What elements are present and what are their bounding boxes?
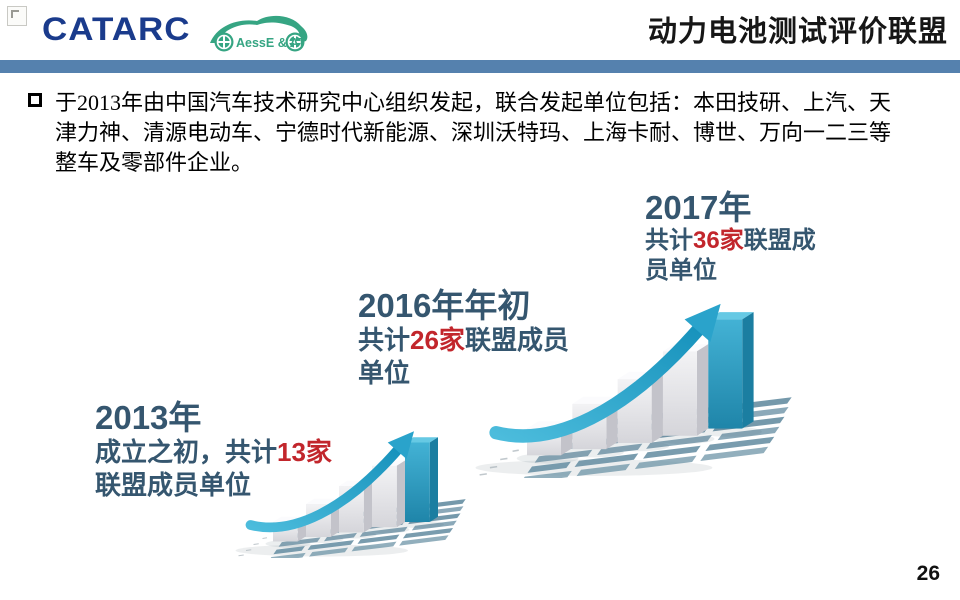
intro-block: 于2013年由中国汽车技术研究中心组织发起，联合发起单位包括：本田技研、上汽、天… [28, 88, 944, 178]
member-count: 13家 [277, 437, 332, 467]
milestone-year: 2013年 [95, 399, 202, 436]
intro-line: 整车及零部件企业。 [55, 150, 254, 175]
aesse-car-logo: AessE & AT [210, 15, 308, 52]
desc-text-line2: 联盟成员单位 [95, 470, 252, 500]
catarc-logo: CATARC [42, 11, 191, 48]
bullet-square-icon [28, 93, 42, 107]
desc-text-line2: 员单位 [645, 257, 717, 284]
desc-text-line2: 单位 [358, 358, 411, 388]
milestone-desc: 共计26家联盟成员 单位 [358, 324, 576, 390]
placeholder-corner-glyph [11, 10, 19, 18]
intro-line: 于2013年由中国汽车技术研究中心组织发起，联合发起单位包括：本田技研、上汽、天 [55, 90, 892, 115]
milestone-desc: 成立之初，共计13家 联盟成员单位 [95, 436, 345, 502]
member-count: 36家 [693, 227, 744, 254]
milestone-2013: 2013年 成立之初，共计13家 联盟成员单位 [95, 400, 345, 502]
desc-text: 共计 [358, 325, 411, 355]
header-divider [0, 60, 960, 73]
intro-paragraph: 于2013年由中国汽车技术研究中心组织发起，联合发起单位包括：本田技研、上汽、天… [55, 88, 944, 178]
member-count: 26家 [410, 325, 465, 355]
page-number: 26 [916, 562, 940, 585]
milestone-year: 2017年 [645, 189, 752, 226]
desc-text: 成立之初，共计 [95, 437, 278, 467]
milestone-year: 2016年年初 [358, 287, 531, 324]
desc-text: 联盟成员 [464, 325, 569, 355]
car-icon [210, 15, 308, 52]
intro-line: 津力神、清源电动车、宁德时代新能源、深圳沃特玛、上海卡耐、博世、万向一二三等 [55, 120, 892, 145]
desc-text: 联盟成 [743, 227, 816, 254]
slide-title: 动力电池测试评价联盟 [647, 16, 948, 48]
milestone-desc: 共计36家联盟成 员单位 [645, 226, 827, 286]
milestone-2016: 2016年年初 共计26家联盟成员 单位 [358, 288, 576, 390]
aesse-logo-text: AessE & AT [236, 36, 306, 50]
desc-text: 共计 [645, 227, 693, 254]
milestone-2017: 2017年 共计36家联盟成 员单位 [645, 190, 827, 286]
image-placeholder-icon [7, 6, 27, 26]
